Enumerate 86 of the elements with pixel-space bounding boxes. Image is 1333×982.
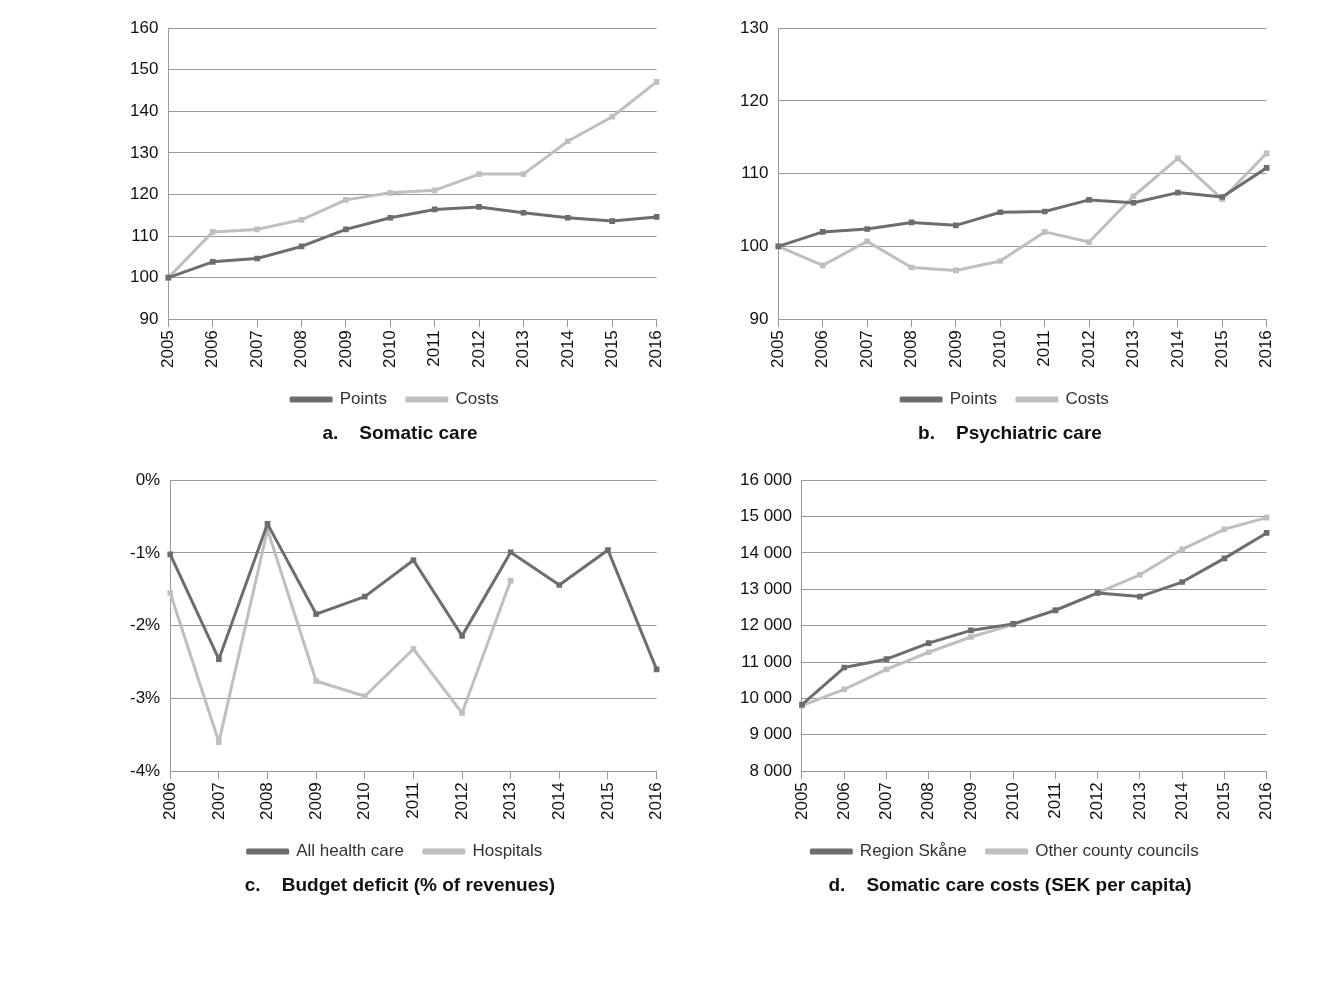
x-tick-label: 2006 bbox=[159, 782, 179, 821]
x-tick-label: 2011 bbox=[1034, 330, 1054, 367]
x-tick-label: 2009 bbox=[335, 330, 355, 369]
text: c. Budget deficit (% of revenues) bbox=[243, 874, 557, 896]
y-tick-label: 130 bbox=[739, 17, 769, 37]
legend-label: Region Skåne bbox=[859, 841, 967, 861]
x-tick-label: 2007 bbox=[856, 330, 876, 369]
x-tick-label: 2012 bbox=[1078, 330, 1098, 369]
x-tick-label: 2007 bbox=[246, 330, 266, 369]
y-tick-label: -2% bbox=[130, 615, 161, 635]
x-tick-label: 2014 bbox=[1167, 330, 1187, 369]
y-tick-label: 120 bbox=[739, 90, 769, 110]
x-tick-label: 2016 bbox=[1256, 330, 1276, 369]
x-tick-label: 2009 bbox=[305, 782, 325, 821]
x-tick-label: 2012 bbox=[451, 782, 471, 821]
x-tick-label: 2013 bbox=[513, 330, 533, 369]
x-tick-label: 2016 bbox=[1256, 782, 1276, 821]
y-tick-label: 110 bbox=[131, 225, 159, 245]
x-tick-label: 2011 bbox=[1045, 782, 1065, 819]
y-tick-label: 160 bbox=[129, 17, 159, 37]
x-tick-label: 2012 bbox=[468, 330, 488, 369]
y-tick-label: 12 000 bbox=[740, 615, 792, 635]
legend-label: Points bbox=[949, 389, 997, 409]
x-tick-label: 2006 bbox=[812, 330, 832, 369]
legend-label: Costs bbox=[455, 389, 499, 409]
y-tick-label: 14 000 bbox=[740, 542, 792, 562]
x-tick-label: 2009 bbox=[960, 782, 980, 821]
y-tick-label: 0% bbox=[135, 469, 161, 489]
x-tick-label: 2016 bbox=[646, 782, 666, 821]
text: d. Somatic care costs (SEK per capita) bbox=[827, 874, 1193, 896]
x-tick-label: 2013 bbox=[1123, 330, 1143, 369]
y-tick-label: -1% bbox=[130, 542, 161, 562]
x-tick-label: 2005 bbox=[768, 330, 788, 369]
x-tick-label: 2015 bbox=[1211, 330, 1231, 369]
y-tick-label: 130 bbox=[129, 142, 159, 162]
y-tick-label: 8 000 bbox=[749, 760, 792, 780]
x-tick-label: 2015 bbox=[597, 782, 617, 821]
y-tick-label: 150 bbox=[129, 59, 159, 79]
x-tick-label: 2010 bbox=[354, 782, 374, 821]
legend-label: Hospitals bbox=[472, 841, 543, 861]
x-tick-label: 2009 bbox=[945, 330, 965, 369]
y-tick-label: 11 000 bbox=[741, 651, 792, 671]
y-tick-label: 9 000 bbox=[749, 724, 792, 744]
legend-label: Other county councils bbox=[1035, 841, 1199, 861]
x-tick-label: 2010 bbox=[1002, 782, 1022, 821]
x-tick-label: 2010 bbox=[989, 330, 1009, 369]
text: b. Psychiatric care bbox=[917, 422, 1103, 444]
y-tick-label: 140 bbox=[129, 101, 159, 121]
x-tick-label: 2005 bbox=[158, 330, 178, 369]
y-tick-label: 120 bbox=[129, 184, 159, 204]
x-tick-label: 2015 bbox=[1214, 782, 1234, 821]
y-tick-label: 90 bbox=[749, 308, 769, 328]
y-tick-label: 100 bbox=[739, 236, 769, 256]
legend-label: Costs bbox=[1065, 389, 1109, 409]
text: a. Somatic care bbox=[321, 422, 479, 444]
y-tick-label: 100 bbox=[129, 267, 159, 287]
x-tick-label: 2007 bbox=[876, 782, 896, 821]
y-tick-label: 110 bbox=[741, 163, 769, 183]
x-tick-label: 2008 bbox=[918, 782, 938, 821]
x-tick-label: 2011 bbox=[424, 330, 444, 367]
legend-label: All health care bbox=[296, 841, 404, 861]
y-tick-label: 90 bbox=[139, 308, 159, 328]
x-tick-label: 2008 bbox=[901, 330, 921, 369]
x-tick-label: 2014 bbox=[1171, 782, 1191, 821]
legend-label: Points bbox=[339, 389, 387, 409]
y-tick-label: 15 000 bbox=[740, 506, 792, 526]
x-tick-label: 2014 bbox=[557, 330, 577, 369]
x-tick-label: 2005 bbox=[791, 782, 811, 821]
x-tick-label: 2011 bbox=[403, 782, 423, 819]
x-tick-label: 2008 bbox=[257, 782, 277, 821]
y-tick-label: 13 000 bbox=[740, 579, 792, 599]
x-tick-label: 2012 bbox=[1087, 782, 1107, 821]
x-tick-label: 2015 bbox=[601, 330, 621, 369]
y-tick-label: -4% bbox=[130, 760, 161, 780]
y-tick-label: 16 000 bbox=[740, 469, 792, 489]
y-tick-label: 10 000 bbox=[740, 688, 792, 708]
x-tick-label: 2008 bbox=[291, 330, 311, 369]
x-tick-label: 2013 bbox=[1129, 782, 1149, 821]
x-tick-label: 2007 bbox=[208, 782, 228, 821]
y-tick-label: -3% bbox=[130, 688, 161, 708]
x-tick-label: 2016 bbox=[646, 330, 666, 369]
x-tick-label: 2013 bbox=[500, 782, 520, 821]
x-tick-label: 2014 bbox=[549, 782, 569, 821]
x-tick-label: 2006 bbox=[202, 330, 222, 369]
x-tick-label: 2010 bbox=[379, 330, 399, 369]
x-tick-label: 2006 bbox=[833, 782, 853, 821]
